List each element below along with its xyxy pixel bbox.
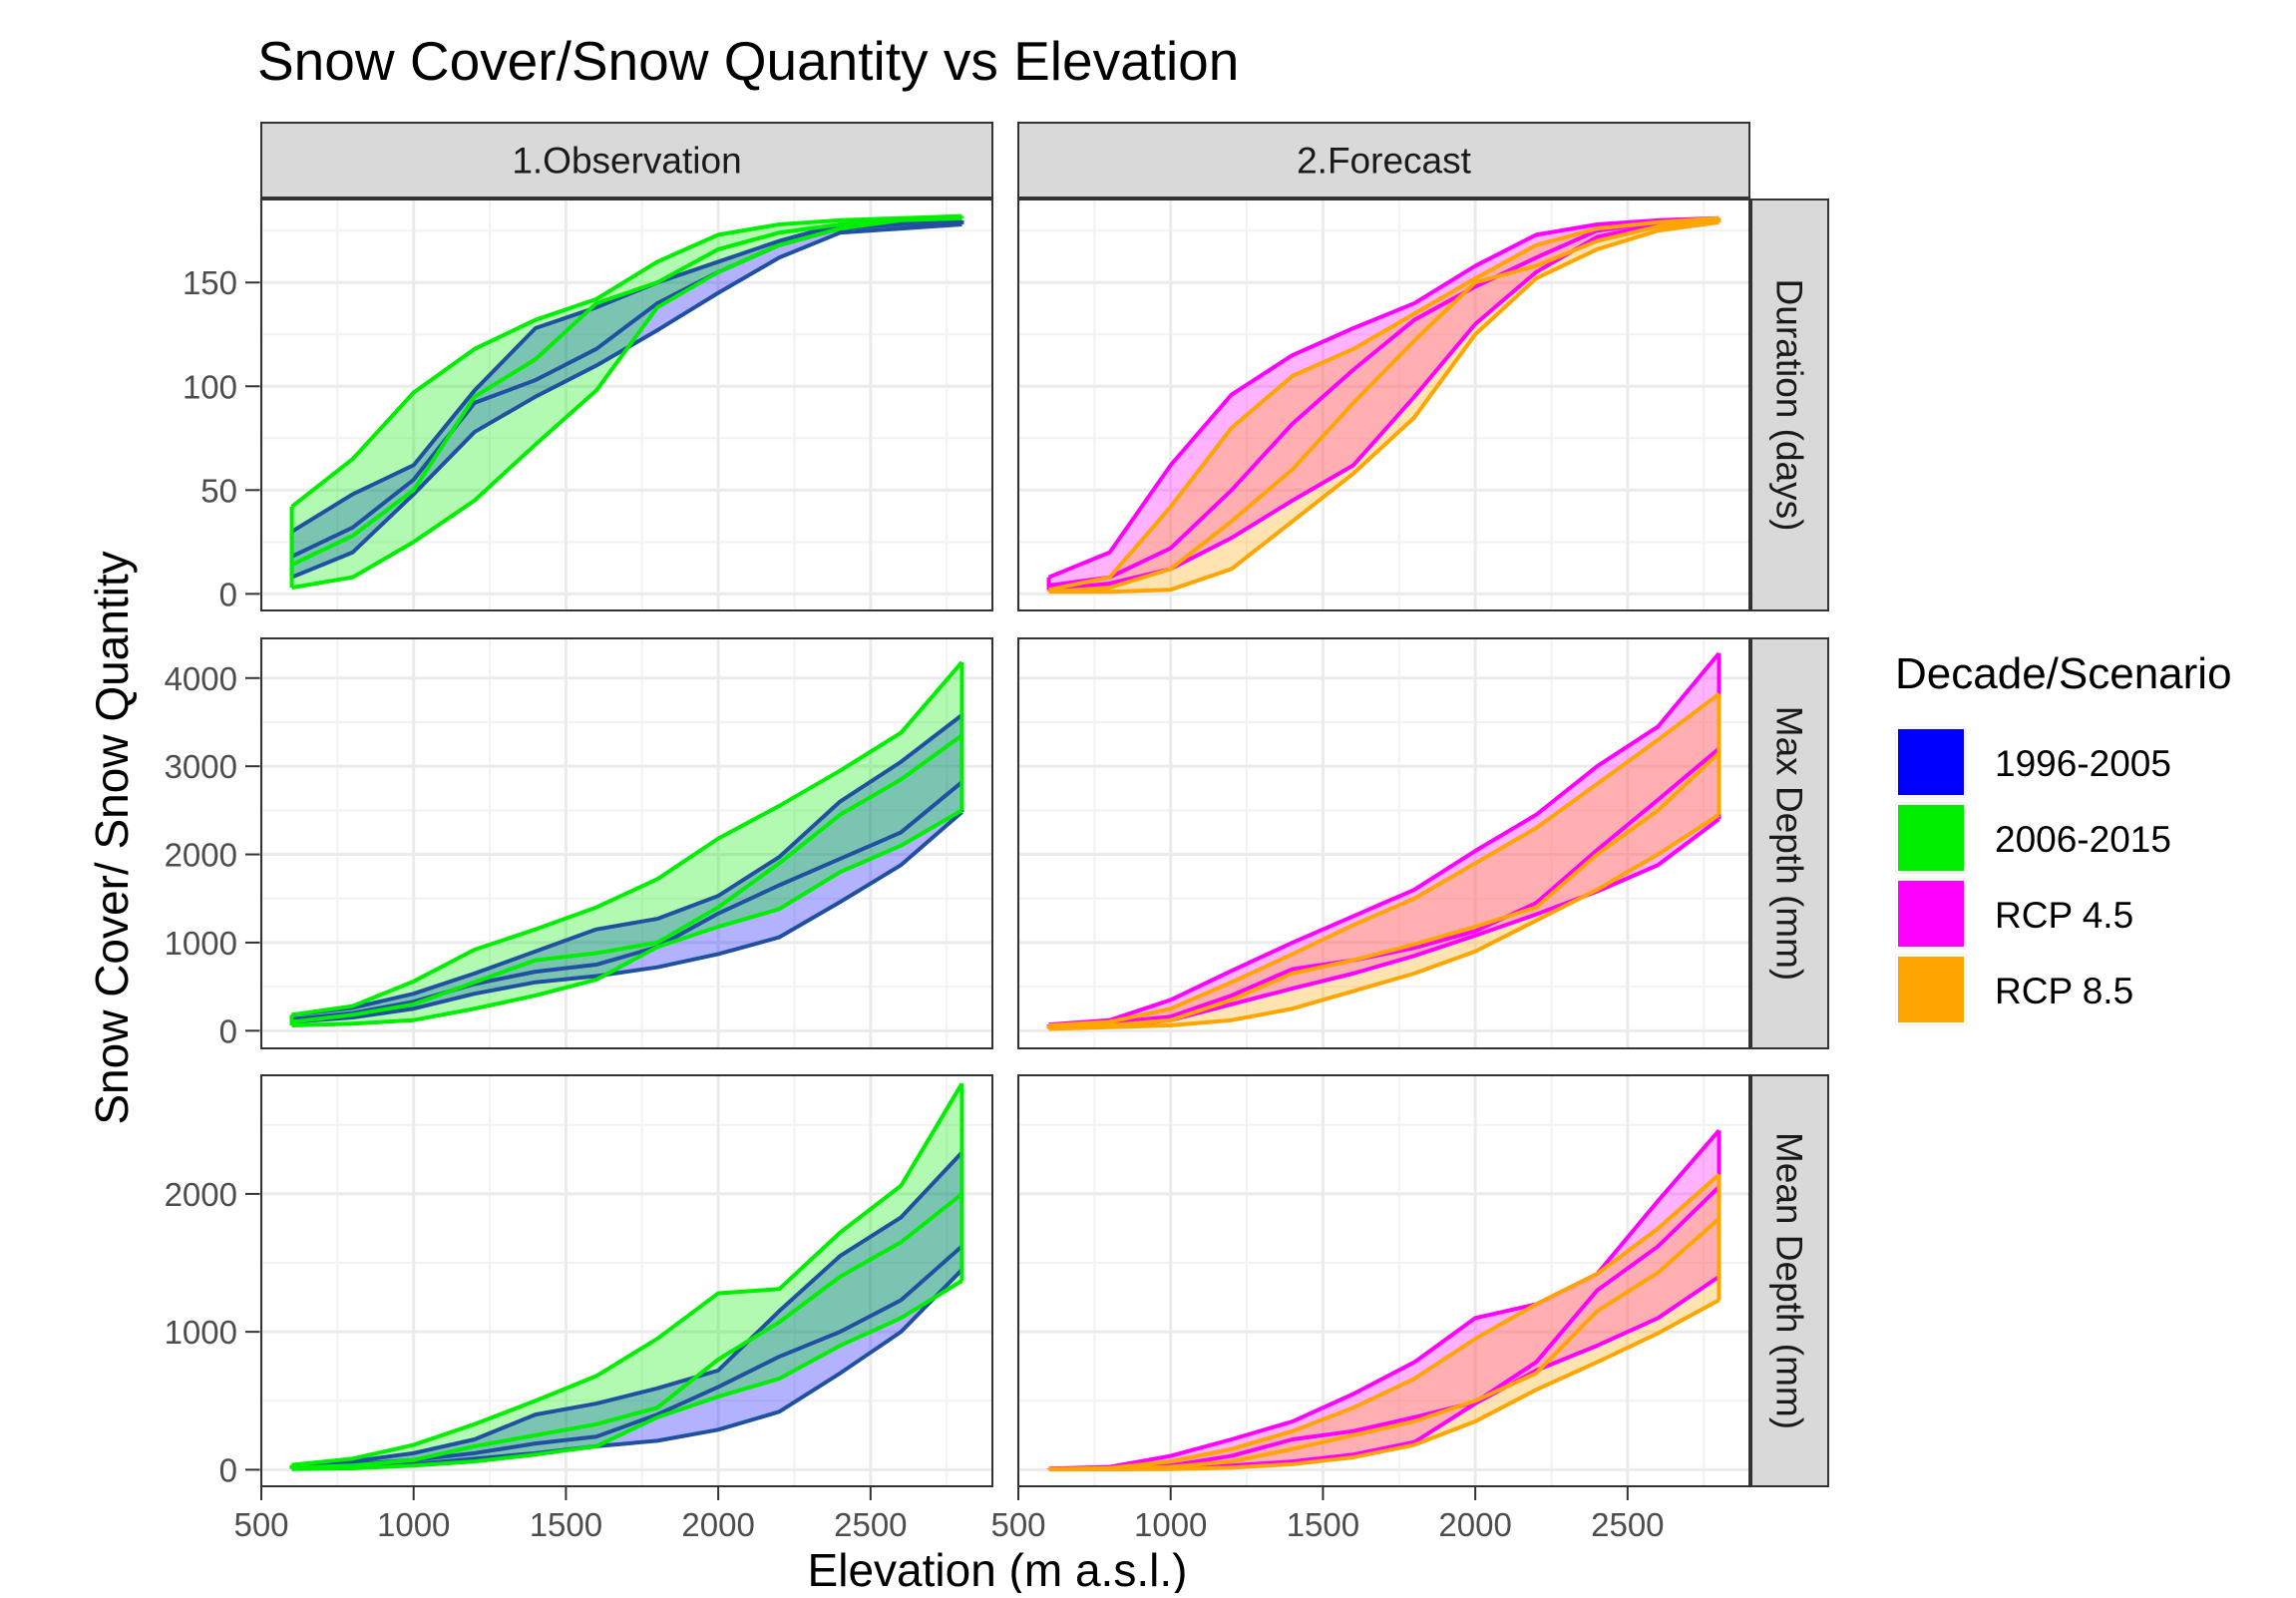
y-tick-label: 0 [219, 576, 237, 612]
x-tick-label: 1000 [377, 1506, 450, 1543]
x-tick-label: 500 [233, 1506, 288, 1543]
legend-label-2006-2015: 2006-2015 [1995, 819, 2171, 860]
line-high-rcp-4-5 [1048, 651, 1721, 1027]
legend-label-rcp-4-5: RCP 4.5 [1995, 895, 2133, 936]
line-low-2006-2015 [291, 1279, 963, 1471]
ribbon-1996-2005 [291, 219, 962, 578]
facet-label-max-depth-mm: Max Depth (mm) [1769, 706, 1810, 981]
line-high-2006-2015 [291, 660, 963, 1017]
line-mid-rcp-8-5 [1048, 751, 1721, 1029]
facet-strip-duration-days [1750, 199, 1829, 611]
line-high-1996-2005 [291, 1151, 963, 1468]
x-tick-label: 1500 [530, 1506, 602, 1543]
line-low-2006-2015 [291, 808, 963, 1028]
legend-key-rcp-4-5 [1896, 879, 1966, 949]
facet-label-mean-depth-mm: Mean Depth (mm) [1769, 1132, 1810, 1429]
line-high-rcp-8-5 [1048, 215, 1720, 593]
ribbon-2006-2015 [291, 215, 962, 589]
line-low-rcp-8-5 [1048, 813, 1721, 1031]
facet-strip-mean-depth-mm [1750, 1074, 1829, 1487]
line-high-2006-2015 [290, 213, 962, 509]
y-tick-label: 1000 [165, 925, 237, 962]
line-mid-1996-2005 [291, 780, 963, 1021]
facet-strip-max-depth-mm [1750, 637, 1829, 1049]
chart-title: Snow Cover/Snow Quantity vs Elevation [257, 30, 1239, 92]
ribbon-1996-2005 [291, 1152, 962, 1469]
ribbon-2006-2015 [291, 661, 962, 1026]
facet-label-duration-days: Duration (days) [1769, 279, 1810, 532]
legend-key-rcp-8-5 [1896, 955, 1966, 1024]
line-mid-2006-2015 [291, 733, 963, 1024]
line-high-rcp-8-5 [1048, 1173, 1721, 1471]
panel-mean-depth-mm-2-forecast-border [1017, 1074, 1750, 1487]
line-mid-2006-2015 [290, 215, 962, 568]
x-tick-label: 1000 [1134, 1506, 1207, 1543]
line-high-rcp-4-5 [1048, 1128, 1721, 1471]
panel-duration-days-1-observation-border [260, 199, 993, 611]
x-tick-label: 2000 [1438, 1506, 1511, 1543]
line-mid-rcp-8-5 [1048, 1217, 1721, 1471]
panels-layer: 1.Observation 2.Forecast Duration (days) 0 5… [165, 122, 1829, 1543]
y-tick-label: 4000 [165, 660, 237, 697]
ribbon-rcp-4-5 [1048, 217, 1720, 591]
ribbon-1996-2005 [291, 714, 962, 1022]
line-high-1996-2005 [291, 713, 963, 1017]
line-low-2006-2015 [291, 215, 962, 591]
y-tick-label: 2000 [165, 837, 237, 874]
legend-label-1996-2005: 1996-2005 [1995, 743, 2171, 784]
line-mid-rcp-8-5 [1048, 217, 1720, 595]
ribbon-rcp-8-5 [1048, 217, 1720, 593]
panel-max-depth-mm-2-forecast-border [1017, 637, 1750, 1049]
y-tick-label: 1000 [165, 1314, 237, 1351]
x-tick-label: 2000 [681, 1506, 754, 1543]
legend-label-rcp-8-5: RCP 8.5 [1995, 971, 2133, 1011]
ribbon-2006-2015 [291, 1083, 962, 1469]
y-tick-label: 2000 [165, 1176, 237, 1213]
y-axis-label: Snow Cover/ Snow Quantity [86, 551, 138, 1124]
y-tick-label: 0 [219, 1451, 237, 1488]
facet-label-2-forecast: 2.Forecast [1297, 141, 1472, 182]
y-tick-label: 100 [183, 368, 237, 405]
line-mid-2006-2015 [291, 1192, 963, 1470]
ribbon-rcp-4-5 [1048, 1130, 1720, 1469]
panel-mean-depth-mm-1-observation-border [260, 1074, 993, 1487]
line-high-rcp-4-5 [1047, 215, 1720, 580]
x-tick-label: 2500 [834, 1506, 907, 1543]
y-tick-label: 0 [219, 1012, 237, 1049]
legend-key-1996-2005 [1896, 727, 1966, 797]
legend: Decade/Scenario 1996-2005 2006-2015 RCP 4.… [1895, 649, 2232, 1025]
line-low-1996-2005 [291, 810, 963, 1024]
y-tick-label: 50 [200, 472, 237, 509]
legend-title: Decade/Scenario [1895, 649, 2232, 698]
facet-label-1-observation: 1.Observation [512, 141, 741, 182]
line-high-2006-2015 [291, 1082, 964, 1467]
facet-strip-1-observation [260, 122, 993, 199]
x-tick-label: 1500 [1287, 1506, 1359, 1543]
y-tick-label: 3000 [165, 748, 237, 785]
facet-strip-2-forecast [1017, 122, 1750, 199]
line-high-rcp-8-5 [1048, 692, 1721, 1028]
legend-key-2006-2015 [1896, 803, 1966, 873]
y-tick-label: 150 [183, 264, 237, 301]
x-tick-label: 500 [990, 1506, 1045, 1543]
x-tick-label: 2500 [1591, 1506, 1664, 1543]
x-axis-label: Elevation (m a.s.l.) [808, 1544, 1188, 1593]
panel-duration-days-2-forecast-border [1017, 199, 1750, 611]
panel-max-depth-mm-1-observation-border [260, 637, 993, 1049]
line-low-rcp-8-5 [1048, 219, 1720, 595]
